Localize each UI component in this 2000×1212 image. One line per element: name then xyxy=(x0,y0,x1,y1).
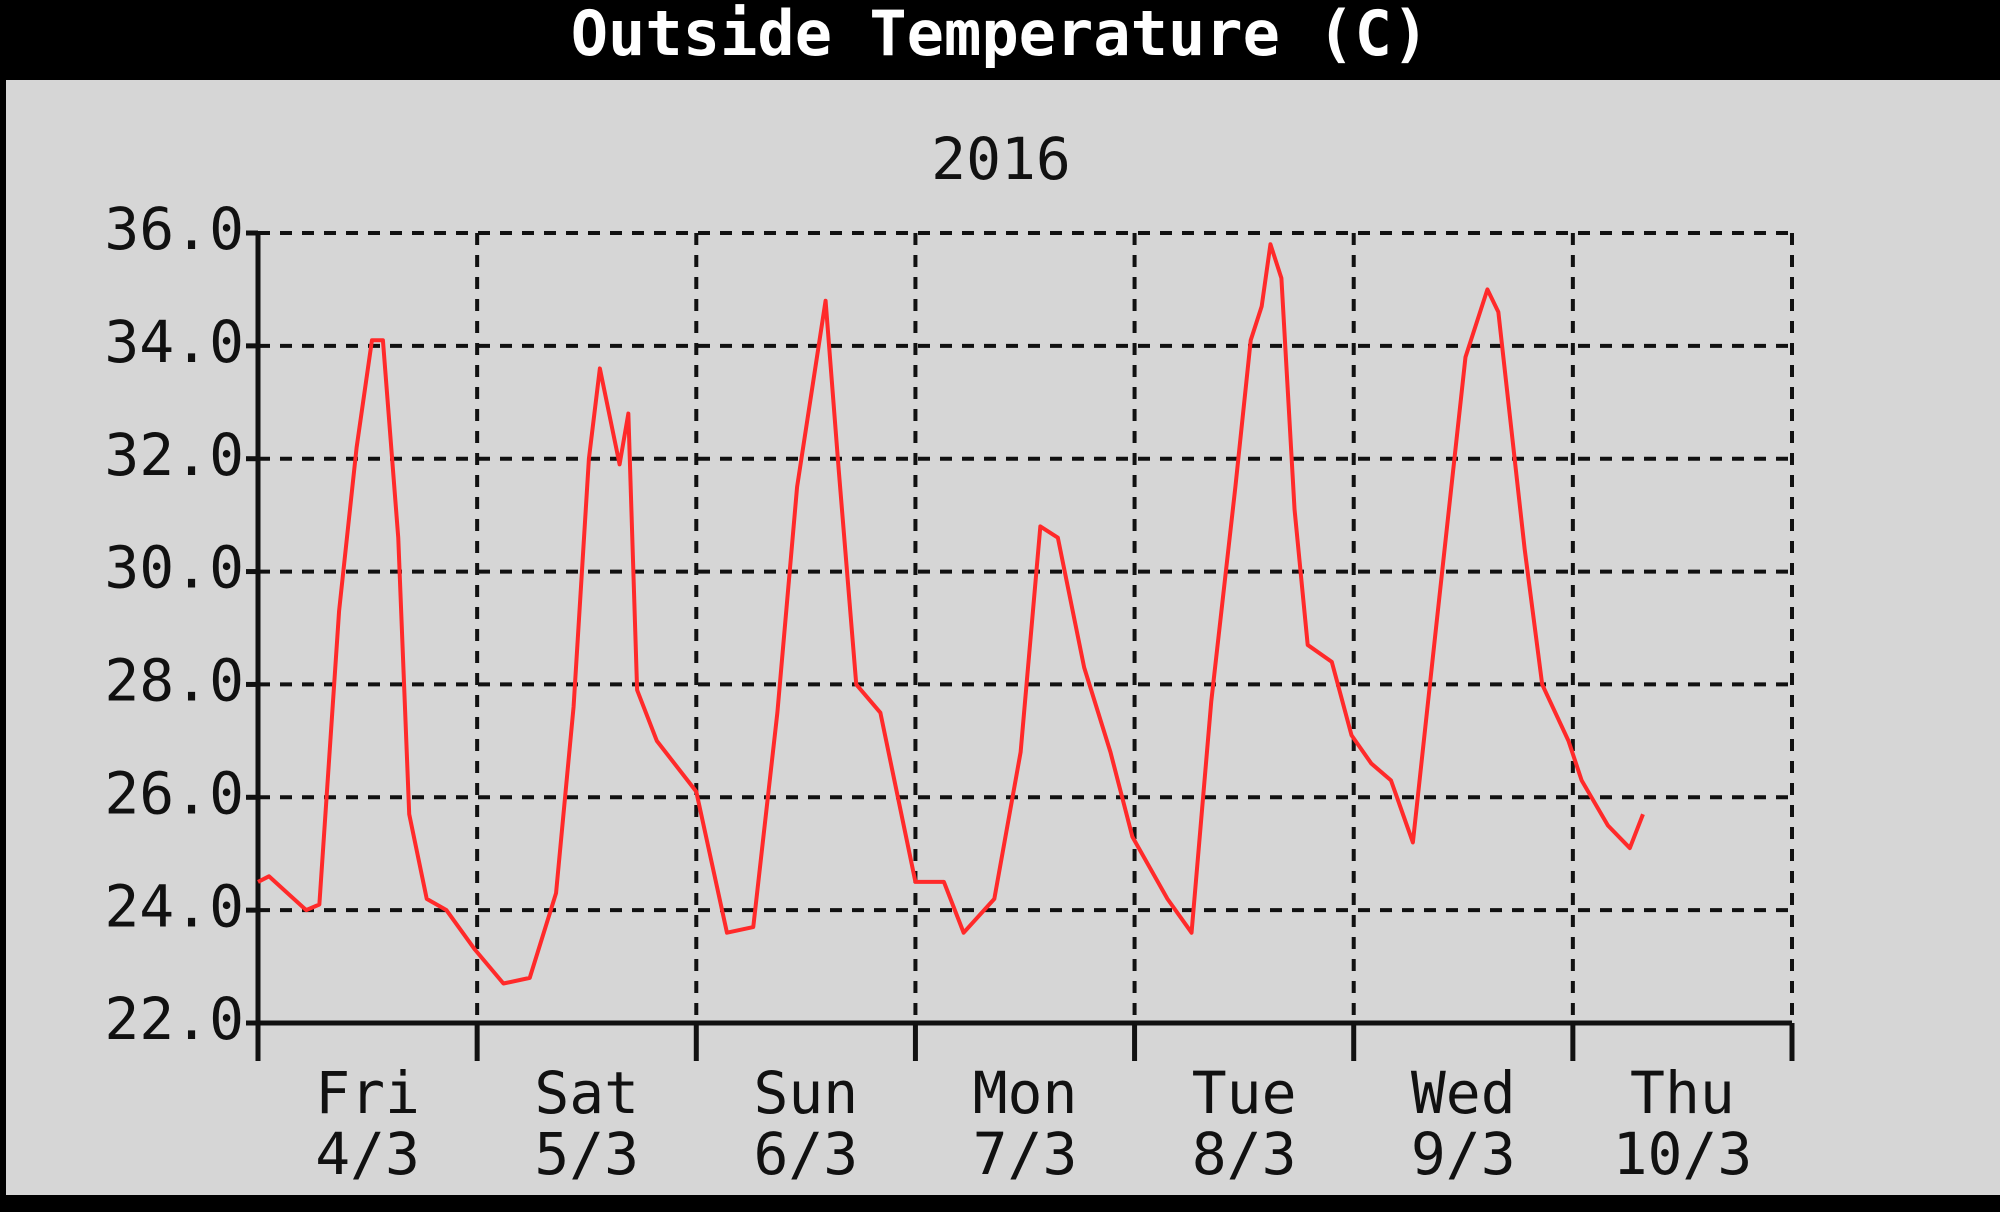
y-tick-label: 22.0 xyxy=(104,985,244,1053)
y-tick-label: 32.0 xyxy=(104,421,244,489)
x-day-label: Wed xyxy=(1411,1059,1516,1127)
y-tick-label: 24.0 xyxy=(104,872,244,940)
y-tick-label: 34.0 xyxy=(104,308,244,376)
x-date-label: 5/3 xyxy=(534,1120,639,1188)
chart-subtitle: 2016 xyxy=(931,125,1071,193)
y-tick-label: 28.0 xyxy=(104,647,244,715)
x-date-label: 7/3 xyxy=(973,1120,1078,1188)
x-day-label: Sun xyxy=(753,1059,858,1127)
x-date-label: 6/3 xyxy=(753,1120,858,1188)
y-tick-label: 36.0 xyxy=(104,195,244,263)
y-tick-label: 30.0 xyxy=(104,534,244,602)
y-tick-label: 26.0 xyxy=(104,759,244,827)
plot-background xyxy=(6,80,2000,1195)
x-day-label: Fri xyxy=(315,1059,420,1127)
x-date-label: 9/3 xyxy=(1411,1120,1516,1188)
temperature-line xyxy=(257,242,1645,986)
x-day-label: Sat xyxy=(534,1059,639,1127)
x-date-label: 10/3 xyxy=(1613,1120,1753,1188)
x-date-label: 4/3 xyxy=(315,1120,420,1188)
x-date-label: 8/3 xyxy=(1192,1120,1297,1188)
x-day-label: Thu xyxy=(1630,1059,1735,1127)
x-day-label: Mon xyxy=(973,1059,1078,1127)
x-day-label: Tue xyxy=(1192,1059,1297,1127)
chart-title: Outside Temperature (C) xyxy=(571,0,1430,70)
